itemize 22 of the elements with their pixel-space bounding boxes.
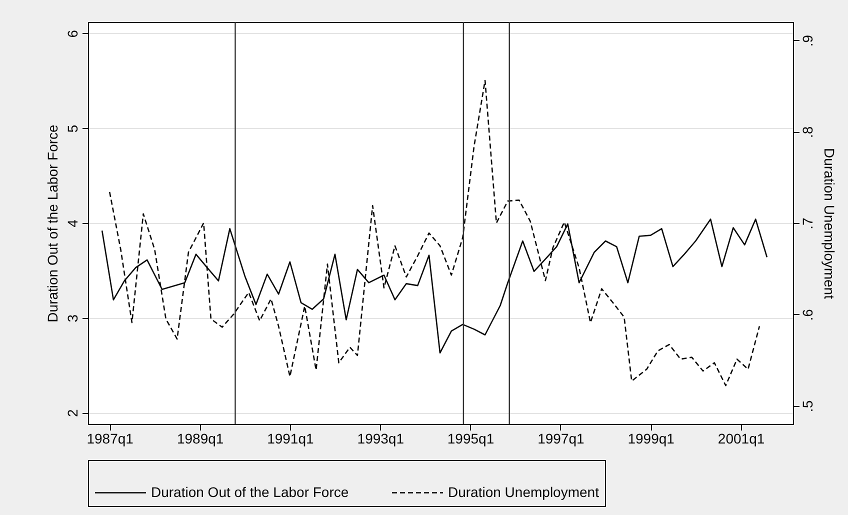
x-tick-label: 1987q1 — [86, 430, 134, 446]
y2-tick-label: .9 — [800, 34, 816, 47]
x-tick-label: 1999q1 — [628, 430, 675, 446]
y-tick-label: 2 — [64, 409, 80, 418]
y-axis-title: Duration Out of the Labor Force — [44, 124, 60, 322]
x-tick-label: 1997q1 — [538, 430, 585, 446]
y2-tick-label: .5 — [800, 400, 816, 412]
x-tick-label: 1989q1 — [176, 430, 224, 446]
y-tick-label: 5 — [64, 124, 80, 133]
x-tick-label: 1991q1 — [267, 430, 314, 446]
y-tick-label: 4 — [64, 219, 80, 228]
x-tick-label: 1995q1 — [447, 430, 494, 446]
y2-axis-title: Duration Unemployment — [822, 148, 838, 300]
y-tick-label: 6 — [64, 30, 80, 38]
y2-tick-label: .8 — [800, 126, 816, 138]
y2-tick-label: .6 — [800, 308, 816, 321]
y-tick-label: 3 — [64, 314, 80, 322]
x-tick-label: 2001q1 — [718, 430, 765, 446]
legend-label: Duration Unemployment — [448, 484, 600, 500]
y2-tick-label: .7 — [800, 217, 816, 230]
legend-label: Duration Out of the Labor Force — [151, 484, 349, 500]
x-tick-label: 1993q1 — [357, 430, 404, 446]
